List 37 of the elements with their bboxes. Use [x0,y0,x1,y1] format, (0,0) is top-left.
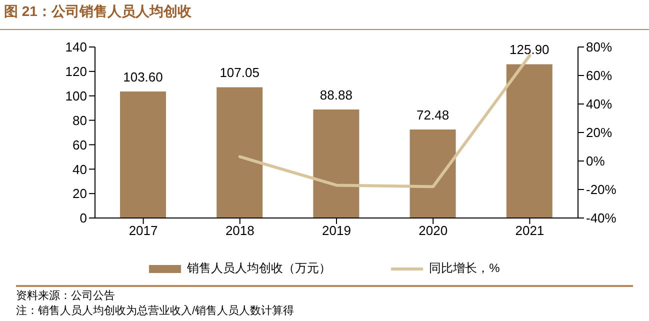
x-tick-label: 2017 [128,223,158,238]
bar [313,109,360,218]
y2-tick-label: 0% [586,154,606,169]
data-label: 107.05 [220,65,260,80]
y-tick-label: 80 [72,112,87,128]
y-tick-label: 20 [72,186,87,202]
data-label: 125.90 [510,42,550,58]
y2-tick-label: -40% [586,210,617,226]
data-label: 88.88 [320,87,352,102]
x-tick-label: 2019 [322,223,351,238]
y-tick-label: 40 [72,162,87,177]
y-tick-label: 120 [65,64,87,80]
bar [120,91,166,218]
legend-label: 销售人员人均创收（万元） [187,260,332,277]
bar [216,87,263,218]
y-tick-label: 100 [65,88,87,104]
y2-tick-label: 80% [586,40,612,55]
legend-label: 同比增长，% [429,260,500,277]
y2-tick-label: 60% [586,68,612,84]
bar [506,64,552,218]
legend-entry: 同比增长，% [391,260,500,277]
text: 资料来源：公司公告 [16,289,116,304]
legend-entry: 销售人员人均创收（万元） [149,260,332,277]
y2-tick-label: 40% [586,96,612,112]
y-tick-label: 0 [80,210,87,226]
y2-tick-label: 20% [586,125,612,140]
y-tick-label: 140 [65,40,87,55]
x-tick-label: 2021 [515,223,544,238]
data-label: 72.48 [416,107,450,122]
bar [410,129,456,218]
chart-title: 图 21：公司销售人员人均创收 [0,0,649,30]
x-tick-label: 2018 [225,223,254,238]
y2-tick-label: -20% [586,182,617,198]
text: 注：销售人员人均创收为总营业收入/销售人员人数计算得 [16,304,296,319]
y-tick-label: 60 [72,137,87,152]
x-tick-label: 2020 [418,223,448,238]
data-label: 103.60 [123,69,163,84]
